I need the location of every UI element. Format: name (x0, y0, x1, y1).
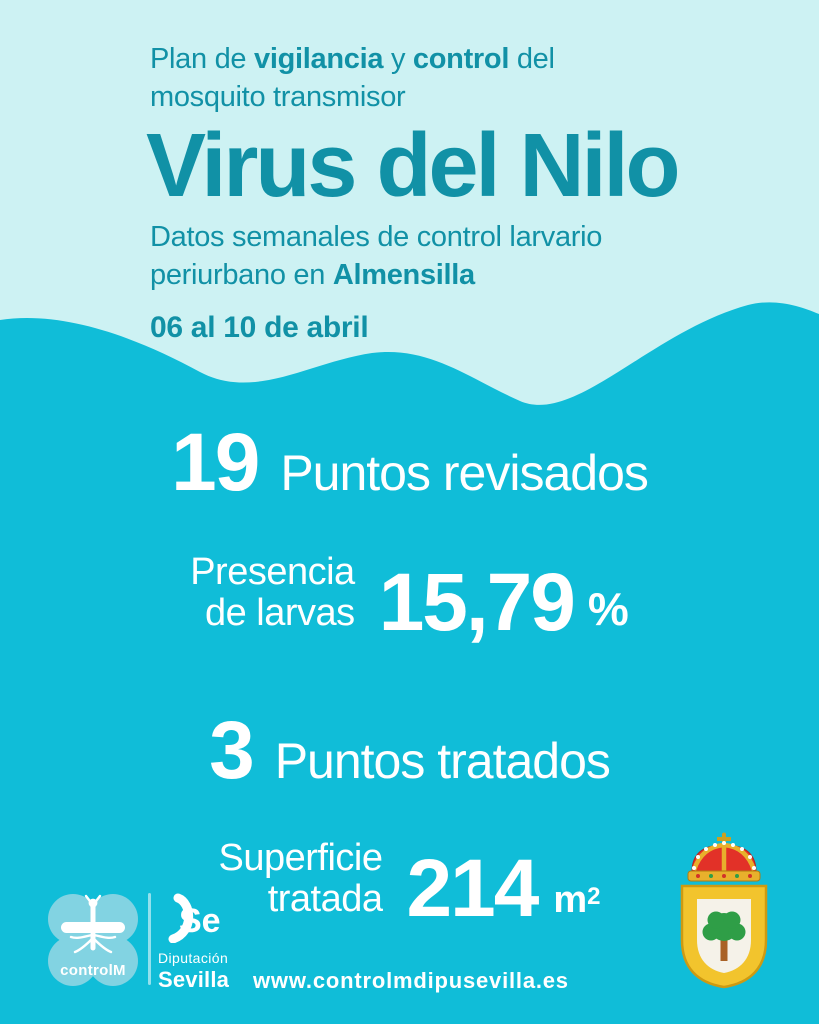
kicker-pre: Plan de (150, 43, 255, 75)
dse-name-line2: Sevilla (158, 967, 230, 992)
dse-name-line1: Diputación (158, 950, 229, 966)
larvae-presence-label: Presencia de larvas (190, 551, 355, 644)
larvae-label-line2: de larvas (204, 592, 355, 634)
points-revised-label: Puntos revisados (280, 445, 649, 501)
kicker-post: del (509, 43, 555, 75)
mosquito-icon (48, 894, 138, 986)
kicker-bold-vigilancia: vigilancia (254, 43, 384, 75)
surface-label-line2: tratada (267, 878, 383, 920)
stat-surface-treated: Superficie tratada 214 m2 (219, 838, 601, 930)
surface-label-line1: Superficie (218, 837, 383, 879)
stat-larvae-presence: Presencia de larvas 15,79 % (190, 552, 629, 644)
kicker-mid: y (383, 43, 413, 75)
subtitle-municipality: Almensilla (332, 259, 475, 291)
diputacion-sevilla-logo: Se Diputación Sevilla (158, 893, 229, 993)
controlm-label: controlM (60, 962, 126, 979)
dse-mark-text: Se (179, 902, 221, 940)
kicker-bold-control: control (412, 43, 510, 75)
stat-points-treated: 3 Puntos tratados (209, 705, 611, 796)
coat-of-arms-icon (680, 832, 768, 989)
header: Plan de vigilancia y control del mosquit… (146, 40, 770, 345)
points-revised-value: 19 (171, 417, 260, 508)
logo-divider (148, 893, 151, 985)
poster-title: Virus del Nilo (146, 116, 681, 216)
surface-unit-exponent: 2 (587, 883, 601, 910)
dse-mark-icon: Se (168, 893, 221, 944)
larvae-presence-value: 15,79 (378, 557, 576, 648)
subtitle-line1: Datos semanales de control larvario (150, 221, 603, 253)
surface-treated-label: Superficie tratada (219, 838, 383, 930)
kicker-line2: mosquito transmisor (150, 81, 406, 113)
larvae-presence-unit: % (587, 583, 629, 635)
stat-points-revised: 19 Puntos revisados (171, 417, 649, 508)
points-treated-label: Puntos tratados (274, 733, 611, 789)
subtitle-line2-pre: periurbano en (150, 259, 333, 291)
website-url: www.controlmdipusevilla.es (253, 968, 569, 993)
surface-unit: m2 (553, 879, 600, 930)
kicker-line1: Plan de vigilancia y control del (150, 40, 770, 78)
subtitle-line2: periurbano en Almensilla (150, 256, 770, 294)
controlm-logo: controlM (47, 892, 139, 988)
stats-section: 19 Puntos revisados Presencia de larvas … (0, 414, 819, 930)
larvae-label-line1: Presencia (190, 551, 355, 593)
surface-unit-base: m (553, 879, 588, 921)
date-range: 06 al 10 de abril (150, 311, 369, 344)
surface-treated-value: 214 (406, 843, 540, 934)
points-treated-value: 3 (209, 705, 255, 796)
